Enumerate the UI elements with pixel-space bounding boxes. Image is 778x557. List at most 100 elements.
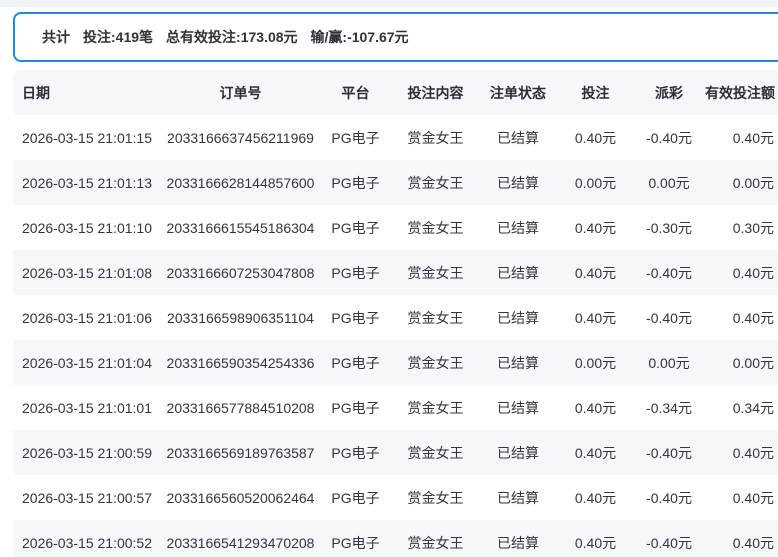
cell-status: 已结算 xyxy=(497,129,539,146)
cell-bet: 0.40元 xyxy=(574,264,617,281)
table-row: 2026-03-15 21:01:13 2033166628144857600 PG… xyxy=(13,160,778,205)
cell-platform: PG电子 xyxy=(331,129,380,146)
col-header-payout: 派彩 xyxy=(655,84,683,101)
cell-date: 2026-03-15 21:01:01 xyxy=(22,399,152,416)
cell-valid_amount: 0.30元 xyxy=(732,219,774,236)
table-row: 2026-03-15 21:01:06 2033166598906351104 PG… xyxy=(13,295,778,340)
cell-payout: 0.00元 xyxy=(648,354,690,371)
bet-records-table: 日期 订单号 平台 投注内容 注单状态 投注 派彩 有效投注额 2026-03-15 21:0… xyxy=(13,70,778,557)
cell-valid_amount: 0.00元 xyxy=(732,354,774,371)
cell-bet: 0.40元 xyxy=(574,129,617,146)
cell-valid_amount: 0.40元 xyxy=(732,264,774,281)
cell-order_no: 2033166577884510208 xyxy=(166,399,315,416)
cell-bet: 0.40元 xyxy=(574,399,617,416)
cell-payout: -0.40元 xyxy=(646,489,692,506)
cell-payout: -0.40元 xyxy=(646,444,692,461)
cell-valid_amount: 0.00元 xyxy=(732,174,774,191)
cell-content: 赏金女王 xyxy=(407,444,464,461)
table-row: 2026-03-15 21:01:08 2033166607253047808 PG… xyxy=(13,250,778,295)
cell-payout: -0.34元 xyxy=(646,399,692,416)
summary-valid-bets: 总有效投注:173.08元 xyxy=(166,29,298,45)
cell-valid_amount: 0.40元 xyxy=(732,309,774,326)
cell-order_no: 2033166628144857600 xyxy=(166,174,315,191)
cell-status: 已结算 xyxy=(497,444,539,461)
table-header-row: 日期 订单号 平台 投注内容 注单状态 投注 派彩 有效投注额 xyxy=(13,70,778,115)
cell-valid_amount: 0.40元 xyxy=(732,489,774,506)
cell-content: 赏金女王 xyxy=(407,129,464,146)
cell-content: 赏金女王 xyxy=(407,534,464,551)
cell-bet: 0.40元 xyxy=(574,219,617,236)
cell-status: 已结算 xyxy=(497,309,539,326)
cell-platform: PG电子 xyxy=(331,174,380,191)
cell-bet: 0.40元 xyxy=(574,534,617,551)
table-row: 2026-03-15 21:01:04 2033166590354254336 PG… xyxy=(13,340,778,385)
cell-payout: -0.40元 xyxy=(646,534,692,551)
cell-status: 已结算 xyxy=(497,219,539,236)
cell-date: 2026-03-15 21:01:04 xyxy=(22,354,152,371)
summary-bet-count: 投注:419笔 xyxy=(83,29,154,45)
cell-order_no: 2033166615545186304 xyxy=(166,219,315,236)
top-strip xyxy=(0,0,778,7)
col-header-valid_amount: 有效投注额 xyxy=(705,84,775,101)
cell-order_no: 2033166590354254336 xyxy=(166,354,315,371)
summary-win-loss: 输/赢:-107.67元 xyxy=(310,29,409,45)
col-header-order_no: 订单号 xyxy=(219,84,262,101)
cell-date: 2026-03-15 21:01:10 xyxy=(22,219,152,236)
cell-status: 已结算 xyxy=(497,174,539,191)
cell-bet: 0.40元 xyxy=(574,489,617,506)
cell-date: 2026-03-15 21:00:59 xyxy=(22,444,152,461)
summary-total-label: 共计 xyxy=(42,29,70,45)
cell-valid_amount: 0.40元 xyxy=(732,534,774,551)
table-row: 2026-03-15 21:01:10 2033166615545186304 PG… xyxy=(13,205,778,250)
cell-platform: PG电子 xyxy=(331,534,380,551)
cell-content: 赏金女王 xyxy=(407,264,464,281)
cell-date: 2026-03-15 21:01:15 xyxy=(22,129,152,146)
cell-order_no: 2033166569189763587 xyxy=(166,444,315,461)
cell-date: 2026-03-15 21:01:13 xyxy=(22,174,152,191)
cell-order_no: 2033166541293470208 xyxy=(166,534,315,551)
cell-payout: -0.40元 xyxy=(646,309,692,326)
cell-order_no: 2033166637456211969 xyxy=(167,129,314,146)
cell-date: 2026-03-15 21:00:57 xyxy=(22,489,152,506)
cell-content: 赏金女王 xyxy=(407,219,464,236)
col-header-bet: 投注 xyxy=(581,84,610,101)
cell-status: 已结算 xyxy=(497,354,539,371)
cell-bet: 0.40元 xyxy=(574,309,617,326)
cell-platform: PG电子 xyxy=(331,399,380,416)
summary-box: 共计 投注:419笔 总有效投注:173.08元 输/赢:-107.67元 xyxy=(13,12,778,62)
cell-status: 已结算 xyxy=(497,264,539,281)
cell-content: 赏金女王 xyxy=(407,309,464,326)
cell-payout: -0.40元 xyxy=(646,129,692,146)
cell-platform: PG电子 xyxy=(331,354,380,371)
col-header-status: 注单状态 xyxy=(490,84,546,101)
cell-content: 赏金女王 xyxy=(407,489,464,506)
cell-payout: -0.30元 xyxy=(646,219,692,236)
table-row: 2026-03-15 21:00:57 2033166560520062464 PG… xyxy=(13,475,778,520)
cell-status: 已结算 xyxy=(497,489,539,506)
cell-date: 2026-03-15 21:01:06 xyxy=(22,309,152,326)
cell-payout: -0.40元 xyxy=(646,264,692,281)
table-row: 2026-03-15 21:00:52 2033166541293470208 PG… xyxy=(13,520,778,557)
cell-valid_amount: 0.40元 xyxy=(732,444,774,461)
col-header-date: 日期 xyxy=(22,84,50,101)
cell-status: 已结算 xyxy=(497,534,539,551)
cell-valid_amount: 0.34元 xyxy=(732,399,774,416)
cell-payout: 0.00元 xyxy=(648,174,690,191)
table-body: 2026-03-15 21:01:15 2033166637456211969 PG… xyxy=(13,115,778,557)
cell-content: 赏金女王 xyxy=(407,399,464,416)
cell-order_no: 2033166560520062464 xyxy=(166,489,315,506)
cell-platform: PG电子 xyxy=(331,219,380,236)
cell-date: 2026-03-15 21:01:08 xyxy=(22,264,152,281)
col-header-platform: 平台 xyxy=(341,84,370,101)
cell-content: 赏金女王 xyxy=(407,354,464,371)
cell-bet: 0.40元 xyxy=(574,444,617,461)
cell-content: 赏金女王 xyxy=(407,174,464,191)
cell-order_no: 2033166607253047808 xyxy=(166,264,315,281)
cell-status: 已结算 xyxy=(497,399,539,416)
table-row: 2026-03-15 21:01:01 2033166577884510208 PG… xyxy=(13,385,778,430)
cell-bet: 0.00元 xyxy=(574,174,617,191)
cell-bet: 0.00元 xyxy=(574,354,617,371)
cell-order_no: 2033166598906351104 xyxy=(167,309,314,326)
table-row: 2026-03-15 21:00:59 2033166569189763587 PG… xyxy=(13,430,778,475)
cell-date: 2026-03-15 21:00:52 xyxy=(22,534,152,551)
